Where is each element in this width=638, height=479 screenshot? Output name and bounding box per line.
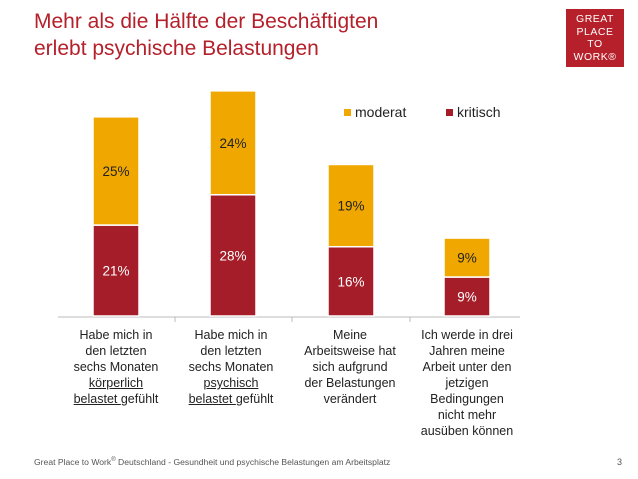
data-label-kritisch-1: 21% (102, 264, 129, 279)
data-label-moderat-2: 24% (219, 136, 246, 151)
slide-title: Mehr als die Hälfte der Beschäftigten er… (34, 8, 514, 62)
legend-item-moderat: moderat (344, 104, 406, 120)
great-place-to-work-logo: GREAT PLACE TO WORK® (566, 9, 624, 67)
bar-moderat-3 (327, 163, 375, 248)
data-label-moderat-3: 19% (337, 199, 364, 214)
bar-moderat-4 (443, 237, 491, 278)
x-tick-label-2: Habe mich in den letzten sechs Monaten psyc… (188, 328, 274, 406)
data-label-moderat-4: 9% (457, 251, 477, 266)
x-tick-label-1: Habe mich in den letzten sechs Monaten körp… (73, 328, 159, 406)
title-line-1: Mehr als die Hälfte der Beschäftigten (34, 10, 379, 33)
bar-moderat-2 (209, 90, 257, 196)
page-number: 3 (617, 457, 623, 467)
data-label-kritisch-2: 28% (219, 248, 246, 263)
x-tick-label-4: Ich werde in drei Jahren meine Arbeit unte… (420, 328, 514, 438)
bar-kritisch-3 (327, 245, 375, 317)
x-tick-label-3: Meine Arbeitsweise hat sich aufgrund der Be… (304, 328, 396, 406)
bar-kritisch-4 (443, 276, 491, 317)
footer-text: Great Place to Work® Deutschland - Gesun… (34, 457, 391, 467)
legend-swatch-moderat (344, 108, 351, 116)
title-line-2: erlebt psychische Belastungen (34, 37, 319, 60)
bar-moderat-1 (92, 116, 140, 226)
legend-swatch-kritisch (446, 108, 453, 116)
legend-item-kritisch: kritisch (446, 104, 501, 120)
data-label-kritisch-4: 9% (457, 290, 477, 305)
data-label-moderat-1: 25% (102, 164, 129, 179)
data-label-kritisch-3: 16% (337, 274, 364, 289)
legend-label-kritisch: kritisch (457, 104, 501, 120)
legend-label-moderat: moderat (355, 104, 407, 120)
